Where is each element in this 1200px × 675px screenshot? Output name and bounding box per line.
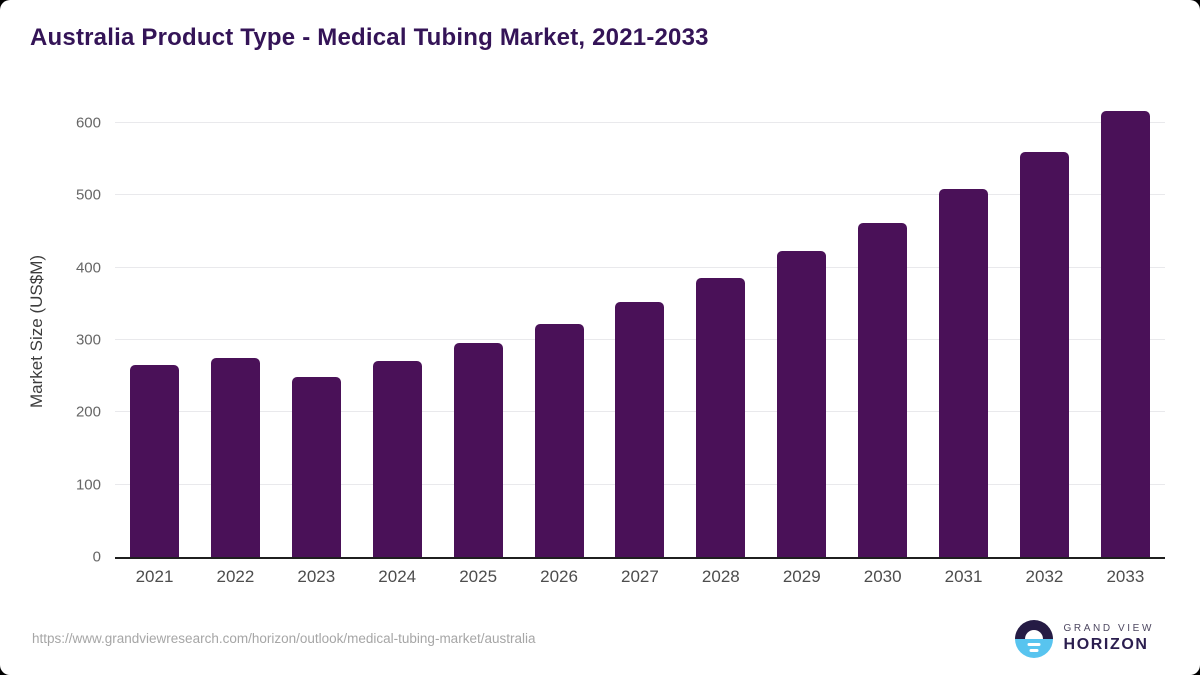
bar-2025 xyxy=(453,342,503,557)
gridline-600 xyxy=(115,122,1165,124)
source-url[interactable]: https://www.grandviewresearch.com/horizo… xyxy=(32,631,536,646)
bar-2028 xyxy=(696,277,746,557)
brand-name-top: GRAND VIEW xyxy=(1063,622,1154,634)
bar-2024 xyxy=(372,361,422,557)
bar-2027 xyxy=(615,302,665,557)
x-tick-2025: 2025 xyxy=(459,567,498,586)
chart-title: Australia Product Type - Medical Tubing … xyxy=(30,24,709,51)
brand-logo: GRAND VIEW HORIZON xyxy=(1014,620,1154,658)
x-tick-2021: 2021 xyxy=(135,567,174,586)
logo-sea-half xyxy=(1014,639,1053,658)
gridline-500 xyxy=(115,194,1165,196)
bar-2029 xyxy=(777,251,827,557)
x-tick-2032: 2032 xyxy=(1025,567,1064,586)
bar-2030 xyxy=(858,222,908,557)
bar-2032 xyxy=(1019,152,1069,557)
x-tick-2027: 2027 xyxy=(621,567,659,586)
y-tick-400: 400 xyxy=(75,259,101,277)
horizon-sun-icon xyxy=(1014,620,1053,658)
logo-reflection-line-1 xyxy=(1027,643,1041,646)
x-tick-2026: 2026 xyxy=(540,567,578,586)
bar-2026 xyxy=(534,324,584,557)
x-tick-2022: 2022 xyxy=(216,567,255,586)
x-tick-2028: 2028 xyxy=(701,567,740,586)
y-axis-title: Market Size (US$M) xyxy=(27,254,46,408)
x-tick-2031: 2031 xyxy=(944,567,983,586)
plot-area: 0 100 200 300 400 500 600 xyxy=(76,105,1165,565)
logo-sun-dome xyxy=(1024,630,1043,639)
bar-2031 xyxy=(939,188,989,557)
y-tick-100: 100 xyxy=(75,476,101,494)
x-tick-2023: 2023 xyxy=(297,567,336,586)
brand-wordmark: GRAND VIEW HORIZON xyxy=(1064,623,1154,656)
y-tick-300: 300 xyxy=(75,331,101,349)
logo-reflection-line-2 xyxy=(1029,649,1039,652)
y-tick-0: 0 xyxy=(92,548,101,566)
x-tick-2024: 2024 xyxy=(378,567,417,586)
gridline-400 xyxy=(115,266,1165,268)
bar-2022 xyxy=(210,358,260,557)
y-tick-500: 500 xyxy=(75,186,101,204)
brand-name-bottom: HORIZON xyxy=(1063,636,1149,654)
logo-sky-half xyxy=(1014,620,1053,639)
x-tick-2029: 2029 xyxy=(782,567,821,586)
bar-2033 xyxy=(1100,110,1150,557)
y-tick-600: 600 xyxy=(75,114,101,132)
bar-2021 xyxy=(130,364,179,557)
x-tick-2030: 2030 xyxy=(863,567,902,586)
x-tick-labels: 2021 2022 2023 2024 2025 2026 2027 2028 2029 2030… xyxy=(115,567,1165,587)
bar-2023 xyxy=(291,376,341,557)
bar-series xyxy=(115,105,1165,557)
x-tick-2033: 2033 xyxy=(1106,567,1145,586)
y-tick-200: 200 xyxy=(75,403,101,421)
